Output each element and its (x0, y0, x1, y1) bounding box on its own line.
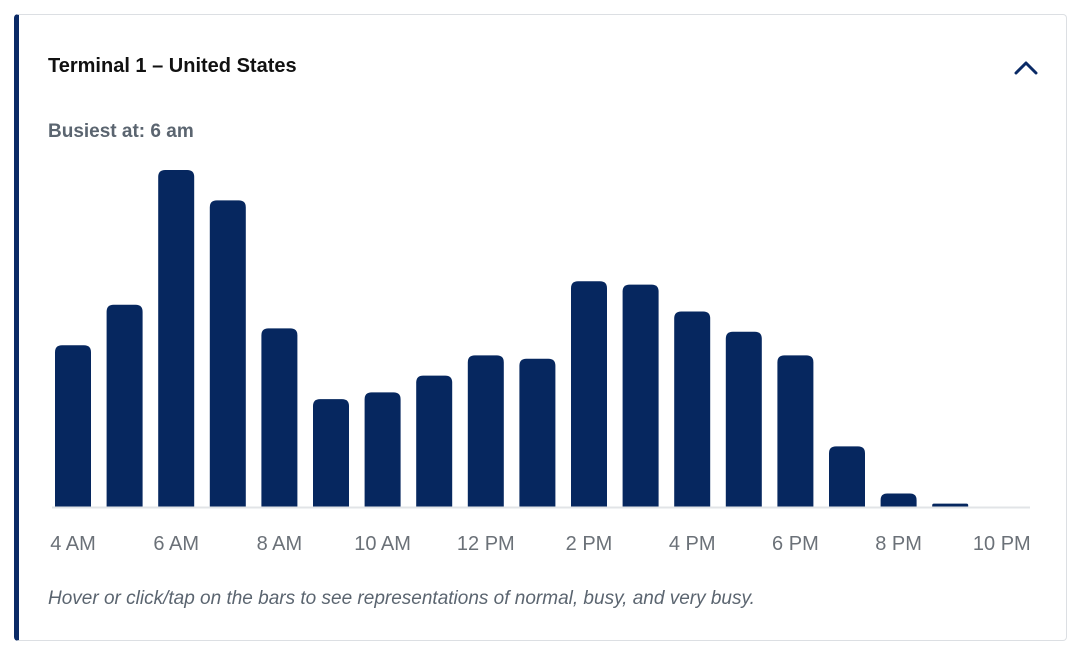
chart-bar-4-am[interactable] (55, 345, 91, 507)
chart-bar-7-am[interactable] (209, 200, 246, 507)
chart-bar-8-pm[interactable] (880, 493, 917, 507)
chart-bar-4-pm[interactable] (674, 311, 711, 507)
chart-bar-9-am[interactable] (313, 399, 349, 507)
chart-bars (55, 170, 1020, 508)
chart-bar-11-am[interactable] (416, 375, 453, 507)
chart-bar-10-am[interactable] (364, 392, 401, 507)
x-tick-label: 2 PM (566, 533, 613, 555)
chart-bar-7-pm[interactable] (829, 446, 865, 507)
chart-bar-6-am[interactable] (158, 170, 195, 507)
chart-x-axis-labels: 4 AM 6 AM 8 AM 10 AM 12 PM 2 PM 4 PM 6 PM 8 PM 10… (50, 533, 1030, 555)
chart-bar-6-pm[interactable] (777, 355, 814, 507)
chart-bar-3-pm[interactable] (622, 284, 659, 507)
x-tick-label: 8 AM (257, 533, 303, 555)
chart-bar-2-pm[interactable] (571, 281, 607, 507)
x-tick-label: 6 PM (772, 533, 819, 555)
chevron-up-icon (1014, 61, 1038, 75)
chart-bar-12-pm[interactable] (467, 355, 504, 507)
x-tick-label: 12 PM (457, 533, 515, 555)
x-tick-label: 8 PM (875, 533, 922, 555)
chart-bar-5-am[interactable] (106, 304, 143, 507)
x-tick-label: 4 AM (50, 533, 96, 555)
x-tick-label: 10 PM (973, 533, 1031, 555)
busiest-time-label: Busiest at: 6 am (48, 121, 194, 142)
card-title: Terminal 1 – United States (48, 55, 297, 77)
x-tick-label: 6 AM (153, 533, 199, 555)
chart-bar-9-pm[interactable] (932, 503, 969, 507)
collapse-button[interactable] (1009, 53, 1043, 83)
chart-bar-8-am[interactable] (261, 328, 298, 507)
x-tick-label: 4 PM (669, 533, 716, 555)
chart-bar-5-pm[interactable] (725, 331, 762, 507)
hint-text: Hover or click/tap on the bars to see re… (48, 588, 755, 609)
x-tick-label: 10 AM (354, 533, 411, 555)
chart-bar-1-pm[interactable] (519, 358, 556, 507)
